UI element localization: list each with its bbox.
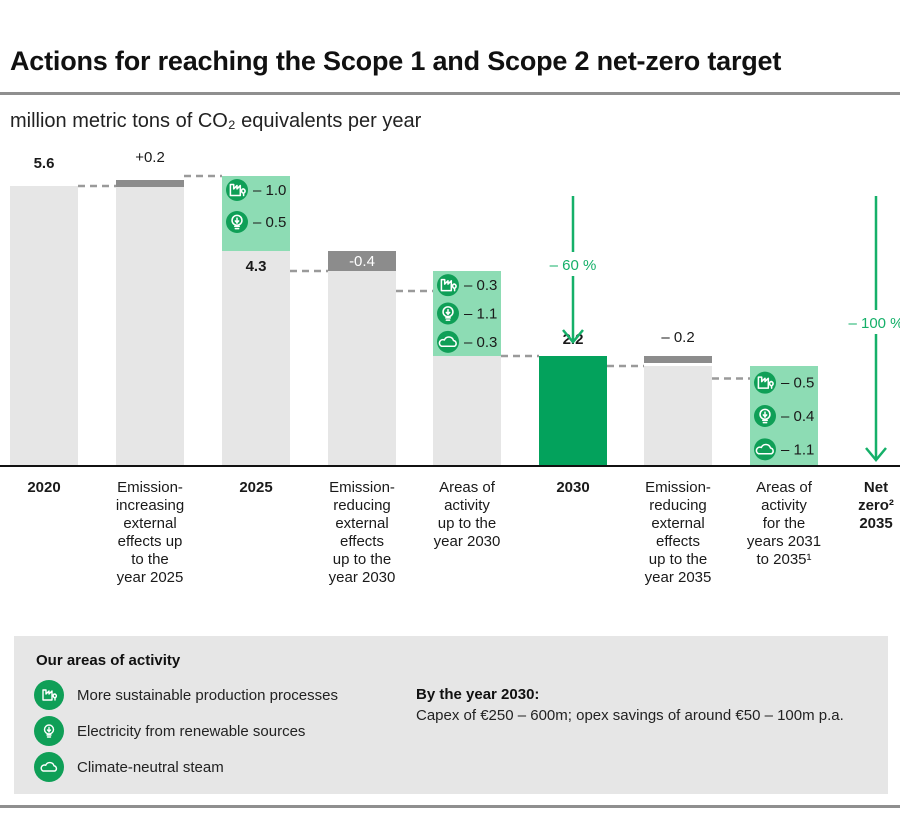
category-label: to the <box>131 551 169 568</box>
callout-60-head <box>562 329 584 344</box>
chart-subtitle: million metric tons of CO₂ equivalents p… <box>10 110 422 132</box>
category-label: activity <box>444 497 490 514</box>
category-label: year 2035 <box>645 569 712 586</box>
note-text: Capex of €250 – 600m; opex savings of ar… <box>416 707 844 724</box>
category-label: Net <box>864 479 888 496</box>
category-label: Emission- <box>117 479 183 496</box>
category-label: effects up <box>118 533 183 550</box>
category-label: reducing <box>649 497 707 514</box>
bar-base <box>644 366 712 466</box>
category-label: for the <box>763 515 806 532</box>
category-label: external <box>651 515 704 532</box>
delta-label: – 0.2 <box>661 329 694 346</box>
callout-60-label: – 60 % <box>550 257 597 274</box>
legend-label: More sustainable production processes <box>77 686 338 704</box>
category-label: up to the <box>649 551 707 568</box>
category-label: up to the <box>438 515 496 532</box>
bar-total <box>10 186 78 466</box>
bar-value-label: 4.3 <box>246 258 267 275</box>
callout-100-head <box>865 447 887 462</box>
action-label: – 1.1 <box>781 441 814 458</box>
note-heading: By the year 2030: <box>416 686 540 703</box>
delta-label: -0.4 <box>349 253 375 270</box>
category-label: activity <box>761 497 807 514</box>
legend-label: Climate-neutral steam <box>77 758 224 776</box>
bar-delta <box>644 356 712 363</box>
cloud-icon <box>754 438 776 461</box>
action-label: – 1.0 <box>253 182 286 199</box>
waterfall-chart: 5.6 +0.2 – 1.0 – 0.5 4.3 -0.4 – 0.3 – 1.1 – 0.3 2… <box>0 149 900 586</box>
factory-icon <box>754 371 776 394</box>
bar-value-label: 5.6 <box>34 155 55 172</box>
bulb-icon <box>437 302 459 325</box>
category-label: reducing <box>333 497 391 514</box>
category-label: external <box>335 515 388 532</box>
category-label: 2025 <box>239 479 272 496</box>
bulb-icon <box>226 211 248 233</box>
category-label: up to the <box>333 551 391 568</box>
category-label: zero² <box>858 497 894 514</box>
category-label: external <box>123 515 176 532</box>
delta-label: +0.2 <box>135 149 165 166</box>
category-label: years 2031 <box>747 533 821 550</box>
legend-item-electricity: Electricity from renewable sources <box>34 716 305 746</box>
category-label: increasing <box>116 497 184 514</box>
category-label: year 2030 <box>434 533 501 550</box>
action-label: – 1.1 <box>464 306 497 323</box>
action-label: – 0.3 <box>464 334 497 351</box>
bar-base <box>433 356 501 466</box>
category-label: to 2035¹ <box>756 551 811 568</box>
page-title: Actions for reaching the Scope 1 and Sco… <box>10 46 782 76</box>
legend-panel: Our areas of activity More sustainable p… <box>14 636 888 794</box>
legend-title: Our areas of activity <box>36 652 181 669</box>
category-label: 2020 <box>27 479 60 496</box>
bar-delta <box>116 180 184 187</box>
category-label: year 2025 <box>117 569 184 586</box>
cloud-icon <box>437 330 459 353</box>
action-label: – 0.4 <box>781 408 814 425</box>
factory-icon <box>34 680 64 710</box>
bar-base <box>328 271 396 466</box>
bulb-icon <box>34 716 64 746</box>
action-label: – 0.5 <box>253 214 286 231</box>
category-label: Emission- <box>645 479 711 496</box>
bar-delta <box>328 251 396 271</box>
factory-icon <box>437 274 459 297</box>
legend-item-steam: Climate-neutral steam <box>34 752 224 782</box>
bar-total-green <box>539 356 607 466</box>
action-label: – 0.3 <box>464 277 497 294</box>
top-divider <box>0 92 900 95</box>
action-label: – 0.5 <box>781 375 814 392</box>
category-label: 2030 <box>556 479 589 496</box>
cloud-icon <box>34 752 64 782</box>
category-label: 2035 <box>859 515 892 532</box>
legend-label: Electricity from renewable sources <box>77 722 306 740</box>
category-label: effects <box>656 533 700 550</box>
category-label: effects <box>340 533 384 550</box>
category-label: year 2030 <box>329 569 396 586</box>
category-label: Areas of <box>756 479 813 496</box>
category-label: Areas of <box>439 479 496 496</box>
factory-icon <box>226 179 248 201</box>
bar-total <box>222 251 290 466</box>
legend-item-production: More sustainable production processes <box>34 680 338 710</box>
category-label: Emission- <box>329 479 395 496</box>
bottom-divider <box>0 805 900 808</box>
callout-100-label: – 100 % <box>848 315 900 332</box>
bar-base <box>116 186 184 466</box>
bulb-icon <box>754 405 776 427</box>
